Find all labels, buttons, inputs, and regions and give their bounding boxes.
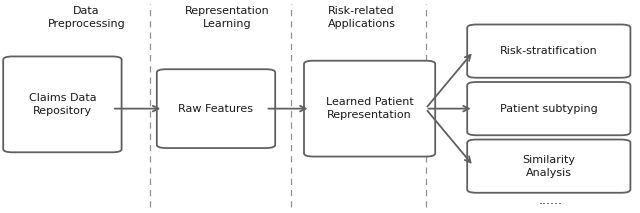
Text: Similarity
Analysis: Similarity Analysis <box>522 155 575 178</box>
FancyBboxPatch shape <box>3 56 122 152</box>
Text: Data
Preprocessing: Data Preprocessing <box>47 6 125 29</box>
FancyBboxPatch shape <box>467 24 630 78</box>
FancyBboxPatch shape <box>304 61 435 157</box>
FancyBboxPatch shape <box>467 82 630 135</box>
Text: Claims Data
Repository: Claims Data Repository <box>29 93 96 116</box>
Text: Representation
Learning: Representation Learning <box>185 6 269 29</box>
Text: Raw Features: Raw Features <box>179 104 253 114</box>
Text: Risk-related
Applications: Risk-related Applications <box>328 6 396 29</box>
Text: Learned Patient
Representation: Learned Patient Representation <box>326 97 413 120</box>
Text: Patient subtyping: Patient subtyping <box>500 104 598 114</box>
FancyBboxPatch shape <box>157 69 275 148</box>
FancyBboxPatch shape <box>467 140 630 193</box>
Text: ......: ...... <box>538 194 563 207</box>
Text: Risk-stratification: Risk-stratification <box>500 46 598 56</box>
